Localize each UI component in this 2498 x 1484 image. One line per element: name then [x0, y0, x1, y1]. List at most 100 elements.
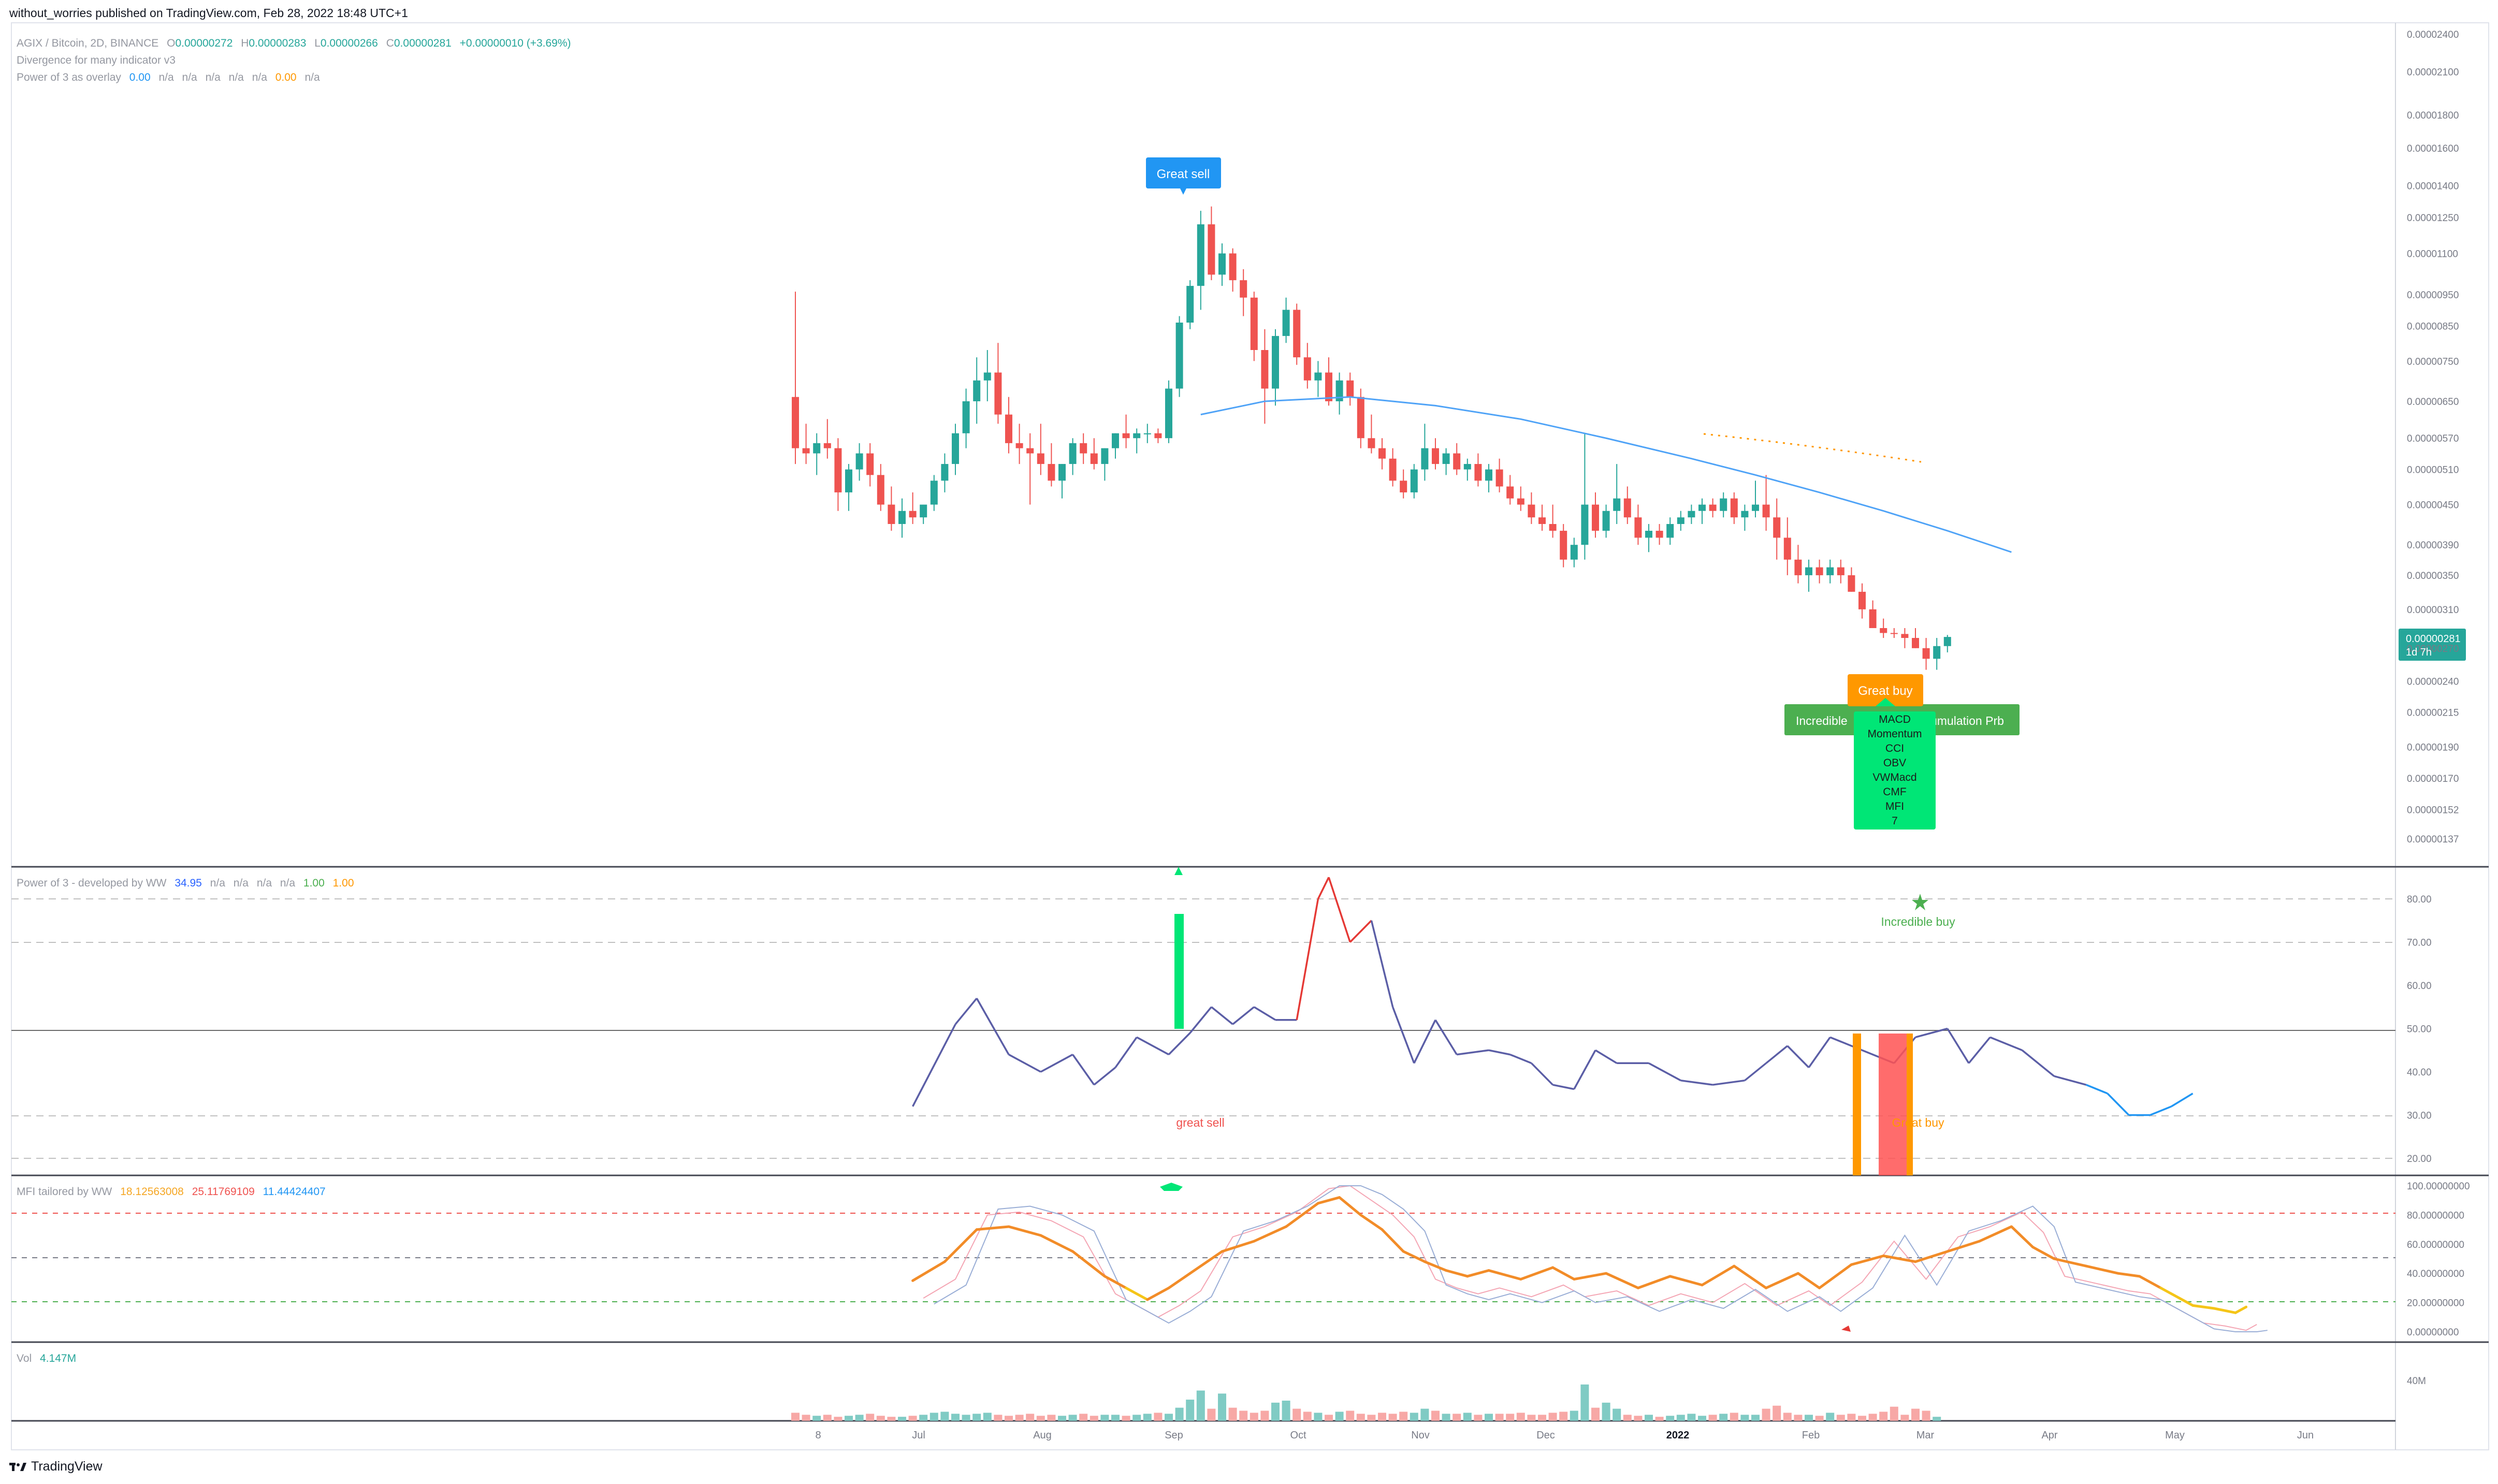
p3-indicator-name[interactable]: Power of 3 - developed by WW — [17, 877, 167, 889]
candle-body[interactable] — [1101, 448, 1109, 464]
candle-body[interactable] — [813, 443, 821, 454]
candle-body[interactable] — [823, 443, 831, 448]
candle-body[interactable] — [877, 475, 884, 505]
candle-body[interactable] — [1538, 517, 1546, 524]
candle-body[interactable] — [920, 504, 927, 518]
divergence-legend[interactable]: Divergence for many indicator v3 — [17, 54, 181, 67]
candle-body[interactable] — [1623, 498, 1631, 518]
candle-body[interactable] — [866, 453, 874, 475]
symbol-legend[interactable]: AGIX / Bitcoin, 2D, BINANCE O0.00000272 … — [17, 37, 576, 50]
candle-body[interactable] — [909, 511, 917, 518]
candle-body[interactable] — [1730, 498, 1738, 518]
candle-body[interactable] — [1890, 633, 1898, 634]
candle-body[interactable] — [1442, 453, 1450, 464]
candle-body[interactable] — [1335, 380, 1343, 401]
candle-body[interactable] — [1485, 469, 1492, 481]
candle-body[interactable] — [1272, 336, 1279, 389]
candle-body[interactable] — [1048, 464, 1055, 481]
candle-body[interactable] — [1901, 634, 1909, 638]
candle-body[interactable] — [1357, 397, 1364, 439]
candle-body[interactable] — [1197, 224, 1204, 286]
candle-body[interactable] — [1912, 638, 1919, 648]
candle-body[interactable] — [941, 464, 949, 481]
candle-body[interactable] — [1592, 504, 1599, 531]
candle-body[interactable] — [1741, 511, 1749, 518]
candle-body[interactable] — [1688, 511, 1695, 518]
candle-body[interactable] — [1848, 575, 1855, 592]
candle-body[interactable] — [1869, 609, 1877, 628]
candle-body[interactable] — [845, 469, 852, 492]
candle-body[interactable] — [1752, 504, 1759, 511]
price-axis[interactable]: 0.00002400 0.00002100 0.00001800 0.00001600… — [2407, 30, 2459, 845]
candle-body[interactable] — [1463, 464, 1471, 470]
candle-body[interactable] — [1922, 648, 1930, 659]
candle-body[interactable] — [888, 504, 895, 524]
candle-body[interactable] — [1666, 523, 1674, 538]
candle-body[interactable] — [1218, 253, 1226, 275]
candle-body[interactable] — [1698, 504, 1706, 511]
p3-overlay-legend[interactable]: Power of 3 as overlay 0.00 n/a n/a n/a n… — [17, 71, 325, 84]
candle-body[interactable] — [1112, 433, 1119, 448]
candle-body[interactable] — [1122, 433, 1130, 439]
candle-body[interactable] — [1389, 458, 1397, 481]
mfi-indicator-name[interactable]: MFI tailored by WW — [17, 1186, 112, 1198]
candle-body[interactable] — [1549, 523, 1557, 531]
candle-body[interactable] — [1186, 286, 1194, 323]
candle-body[interactable] — [1826, 567, 1834, 575]
candle-body[interactable] — [1528, 504, 1535, 518]
candle-body[interactable] — [1175, 323, 1183, 389]
candle-body[interactable] — [1165, 388, 1172, 439]
divergence-indicator-name[interactable]: Divergence for many indicator v3 — [17, 54, 176, 66]
candle-body[interactable] — [1794, 559, 1802, 575]
candle-body[interactable] — [1880, 628, 1887, 633]
candle-body[interactable] — [1378, 448, 1386, 459]
candle-body[interactable] — [1143, 433, 1151, 434]
candle-body[interactable] — [1421, 448, 1429, 470]
candle-body[interactable] — [792, 397, 799, 448]
candle-body[interactable] — [1560, 531, 1567, 560]
candle-body[interactable] — [1250, 297, 1258, 351]
volume-indicator-name[interactable]: Vol — [17, 1352, 32, 1364]
candle-body[interactable] — [1613, 498, 1621, 511]
candle-body[interactable] — [1314, 372, 1322, 381]
candle-body[interactable] — [1282, 310, 1290, 336]
candle-body[interactable] — [1261, 350, 1269, 389]
candle-body[interactable] — [1293, 310, 1301, 358]
candle-body[interactable] — [1037, 453, 1044, 464]
volume-legend[interactable]: Vol 4.147M — [17, 1352, 81, 1365]
candle-body[interactable] — [1400, 481, 1407, 492]
candle-body[interactable] — [1015, 443, 1023, 448]
tradingview-logo[interactable]: TradingView — [9, 1459, 103, 1474]
candle-body[interactable] — [1303, 357, 1311, 381]
candle-body[interactable] — [952, 433, 959, 464]
candle-body[interactable] — [1709, 504, 1717, 511]
candle-body[interactable] — [1474, 464, 1482, 481]
time-axis[interactable]: 8 Jul Aug Sep Oct Nov Dec 2022 Feb Mar Apr May Jun — [815, 1430, 2314, 1441]
candle-body[interactable] — [1943, 637, 1951, 646]
candle-body[interactable] — [802, 448, 810, 454]
candlestick-series[interactable] — [792, 206, 1951, 670]
candle-body[interactable] — [1783, 537, 1791, 560]
candle-body[interactable] — [1346, 380, 1354, 397]
candle-body[interactable] — [1720, 498, 1727, 511]
candle-body[interactable] — [1506, 486, 1514, 499]
candle-body[interactable] — [1208, 224, 1215, 275]
candle-body[interactable] — [1677, 517, 1684, 524]
candle-body[interactable] — [1762, 504, 1770, 518]
candle-body[interactable] — [1495, 469, 1503, 487]
p3-overlay-name[interactable]: Power of 3 as overlay — [17, 71, 121, 83]
candle-body[interactable] — [1933, 646, 1941, 659]
candle-body[interactable] — [1655, 531, 1663, 538]
candle-body[interactable] — [1432, 448, 1439, 464]
candle-body[interactable] — [1026, 448, 1034, 454]
candle-body[interactable] — [994, 372, 1002, 415]
candle-body[interactable] — [1634, 517, 1642, 538]
candle-body[interactable] — [1570, 545, 1578, 560]
candle-body[interactable] — [855, 453, 863, 470]
candle-body[interactable] — [1229, 253, 1237, 281]
candle-body[interactable] — [1816, 567, 1823, 575]
candle-body[interactable] — [1080, 443, 1087, 454]
candle-body[interactable] — [1858, 591, 1866, 609]
mfi-legend[interactable]: MFI tailored by WW 18.12563008 25.117691… — [17, 1186, 331, 1198]
candle-body[interactable] — [1325, 372, 1332, 401]
